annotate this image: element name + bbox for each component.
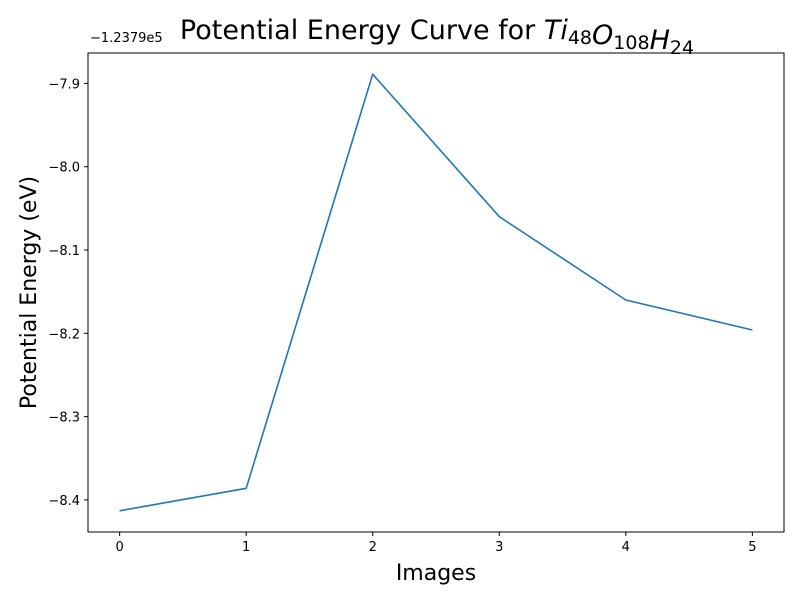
formula-element: O bbox=[592, 20, 613, 51]
formula-element: H bbox=[650, 25, 670, 56]
y-tick-label: −8.1 bbox=[48, 244, 80, 259]
formula-subscript: 24 bbox=[670, 37, 694, 59]
y-tick-label: −8.3 bbox=[48, 411, 80, 426]
y-tick-label: −8.0 bbox=[48, 161, 80, 176]
y-offset-label: −1.2379e5 bbox=[90, 31, 163, 46]
formula-element: Ti bbox=[544, 15, 568, 46]
plot-area: 0 1 2 3 4 5 −7.9 −8.0 −8.1 −8.2 −8.3 −8.4 bbox=[48, 73, 757, 555]
formula-subscript: 108 bbox=[613, 32, 649, 54]
x-tick-label: 1 bbox=[242, 540, 250, 555]
x-axis-label: Images bbox=[396, 561, 476, 586]
y-tick-label: −7.9 bbox=[48, 77, 80, 92]
formula-subscript: 48 bbox=[568, 27, 592, 49]
chart-title: Potential Energy Curve for Ti48O108H24 bbox=[180, 15, 694, 59]
x-tick-label: 3 bbox=[495, 540, 503, 555]
x-tick-label: 2 bbox=[369, 540, 377, 555]
axes-frame bbox=[87, 52, 785, 533]
y-tick-label: −8.2 bbox=[48, 327, 80, 342]
chart-title-prefix: Potential Energy Curve for bbox=[180, 15, 544, 46]
x-tick-label: 4 bbox=[622, 540, 630, 555]
x-tick-label: 5 bbox=[748, 540, 756, 555]
y-tick-label: −8.4 bbox=[48, 494, 80, 509]
y-axis-label: Potential Energy (eV) bbox=[17, 176, 42, 409]
energy-series-line bbox=[119, 73, 753, 512]
x-tick-label: 0 bbox=[115, 540, 123, 555]
